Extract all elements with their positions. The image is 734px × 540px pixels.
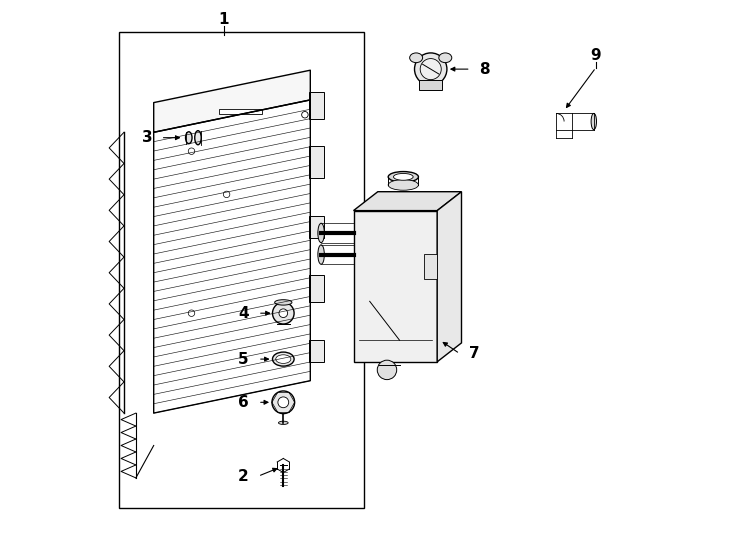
Ellipse shape — [410, 53, 423, 63]
Polygon shape — [309, 275, 324, 302]
Polygon shape — [437, 192, 462, 362]
Text: 2: 2 — [238, 469, 249, 484]
Polygon shape — [309, 146, 324, 178]
Text: 6: 6 — [238, 395, 249, 410]
Polygon shape — [153, 70, 310, 132]
Polygon shape — [354, 211, 437, 362]
Circle shape — [278, 397, 288, 408]
Ellipse shape — [388, 172, 418, 182]
Ellipse shape — [393, 173, 413, 180]
Polygon shape — [354, 192, 462, 211]
Text: 5: 5 — [238, 352, 249, 367]
Circle shape — [377, 360, 396, 380]
Bar — [424, 254, 437, 279]
Circle shape — [279, 309, 288, 318]
Ellipse shape — [318, 245, 324, 264]
Text: 3: 3 — [142, 130, 153, 145]
Polygon shape — [309, 216, 324, 238]
Circle shape — [272, 302, 294, 324]
Ellipse shape — [272, 352, 294, 366]
Ellipse shape — [275, 300, 292, 305]
Text: 7: 7 — [468, 346, 479, 361]
Ellipse shape — [276, 355, 291, 363]
Circle shape — [415, 53, 447, 85]
Circle shape — [420, 59, 441, 79]
Bar — [119, 32, 364, 508]
Bar — [419, 80, 442, 90]
Circle shape — [272, 391, 294, 414]
Ellipse shape — [439, 53, 452, 63]
Text: 1: 1 — [219, 12, 229, 28]
Polygon shape — [309, 340, 324, 362]
Ellipse shape — [591, 113, 597, 130]
Ellipse shape — [388, 180, 418, 190]
Text: 9: 9 — [591, 48, 601, 63]
Polygon shape — [309, 92, 324, 119]
Ellipse shape — [195, 131, 201, 145]
Bar — [219, 109, 262, 114]
Text: 8: 8 — [479, 62, 490, 77]
Ellipse shape — [318, 223, 324, 242]
Text: 4: 4 — [238, 306, 249, 321]
Ellipse shape — [278, 421, 288, 424]
Ellipse shape — [186, 132, 192, 144]
